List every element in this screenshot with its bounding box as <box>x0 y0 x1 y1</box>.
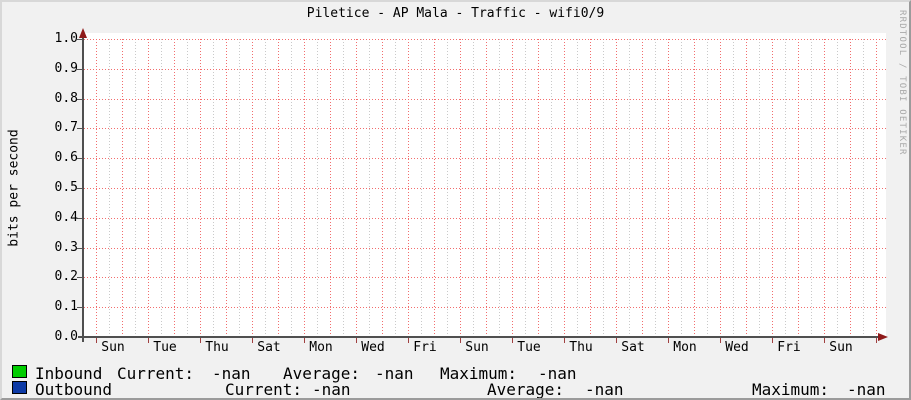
x-tick <box>772 338 773 343</box>
y-tick <box>77 277 83 278</box>
graph-title: Piletice - AP Mala - Traffic - wifi0/9 <box>306 6 605 21</box>
inbound-swatch <box>12 365 27 378</box>
y-tick-label: 0.7 <box>54 120 78 135</box>
y-tick <box>77 188 83 189</box>
x-tick-label: Fri <box>413 340 437 355</box>
x-tick <box>356 338 357 343</box>
maximum-label: Maximum: <box>440 364 518 383</box>
average-value: -nan <box>375 364 414 383</box>
current-value: -nan <box>212 364 251 383</box>
average-label: Average: <box>283 364 361 383</box>
y-tick <box>77 128 83 129</box>
y-tick-label: 0.3 <box>54 240 78 255</box>
y-axis-label: bits per second <box>6 129 22 247</box>
h-gridline <box>84 218 886 219</box>
x-tick <box>616 338 617 343</box>
y-axis-line <box>82 33 84 342</box>
x-tick-label: Sat <box>621 340 645 355</box>
h-gridline <box>84 158 886 159</box>
y-tick-label: 0.9 <box>54 61 78 76</box>
x-tick-label: Fri <box>777 340 801 355</box>
x-tick-label: Sun <box>101 340 125 355</box>
current-label: Current: <box>225 380 303 399</box>
x-tick <box>96 338 97 343</box>
x-tick-label: Sun <box>465 340 489 355</box>
y-tick <box>77 99 83 100</box>
outbound-swatch <box>12 381 27 394</box>
legend-label: Inbound <box>35 364 103 383</box>
x-tick <box>720 338 721 343</box>
x-tick-label: Thu <box>205 340 229 355</box>
x-tick <box>512 338 513 343</box>
x-tick <box>200 338 201 343</box>
h-gridline <box>84 277 886 278</box>
x-tick <box>668 338 669 343</box>
x-tick-label: Tue <box>153 340 177 355</box>
h-gridline <box>84 39 886 40</box>
rrdtool-watermark: RRDTOOL / TOBI OETIKER <box>897 10 907 156</box>
maximum-label: Maximum: <box>752 380 830 399</box>
y-tick <box>77 307 83 308</box>
h-gridline <box>84 69 886 70</box>
x-tick <box>148 338 149 343</box>
x-tick <box>876 338 877 343</box>
x-tick <box>408 338 409 343</box>
y-tick-label: 0.5 <box>54 180 78 195</box>
y-tick-label: 0.8 <box>54 91 78 106</box>
y-tick-label: 0.6 <box>54 150 78 165</box>
h-gridline <box>84 99 886 100</box>
y-tick <box>77 39 83 40</box>
x-tick-label: Mon <box>673 340 697 355</box>
maximum-value: -nan <box>847 380 886 399</box>
x-tick-label: Sun <box>829 340 853 355</box>
current-value: -nan <box>312 380 351 399</box>
y-tick-label: 0.1 <box>54 299 78 314</box>
average-label: Average: <box>487 380 565 399</box>
plot-canvas <box>84 33 886 337</box>
average-value: -nan <box>585 380 624 399</box>
y-tick <box>77 69 83 70</box>
y-tick-label: 0.2 <box>54 269 78 284</box>
x-tick <box>824 338 825 343</box>
h-gridline <box>84 188 886 189</box>
x-tick-label: Wed <box>361 340 385 355</box>
legend-label: Outbound <box>35 380 113 399</box>
y-tick <box>77 158 83 159</box>
h-gridline <box>84 307 886 308</box>
maximum-value: -nan <box>538 364 577 383</box>
y-axis-arrow-icon <box>79 28 87 38</box>
y-tick-label: 0.0 <box>54 329 78 344</box>
x-tick-label: Thu <box>569 340 593 355</box>
x-tick-label: Sat <box>257 340 281 355</box>
y-tick <box>77 218 83 219</box>
y-tick-label: 1.0 <box>54 31 78 46</box>
x-tick-label: Mon <box>309 340 333 355</box>
h-gridline <box>84 128 886 129</box>
x-axis-arrow-icon <box>878 333 888 341</box>
x-tick <box>564 338 565 343</box>
x-axis-line <box>78 336 880 338</box>
x-tick <box>460 338 461 343</box>
y-tick <box>77 248 83 249</box>
h-gridline <box>84 248 886 249</box>
x-tick <box>252 338 253 343</box>
current-label: Current: <box>117 364 195 383</box>
x-tick-label: Wed <box>725 340 749 355</box>
x-tick <box>304 338 305 343</box>
x-tick-label: Tue <box>517 340 541 355</box>
y-tick-label: 0.4 <box>54 210 78 225</box>
